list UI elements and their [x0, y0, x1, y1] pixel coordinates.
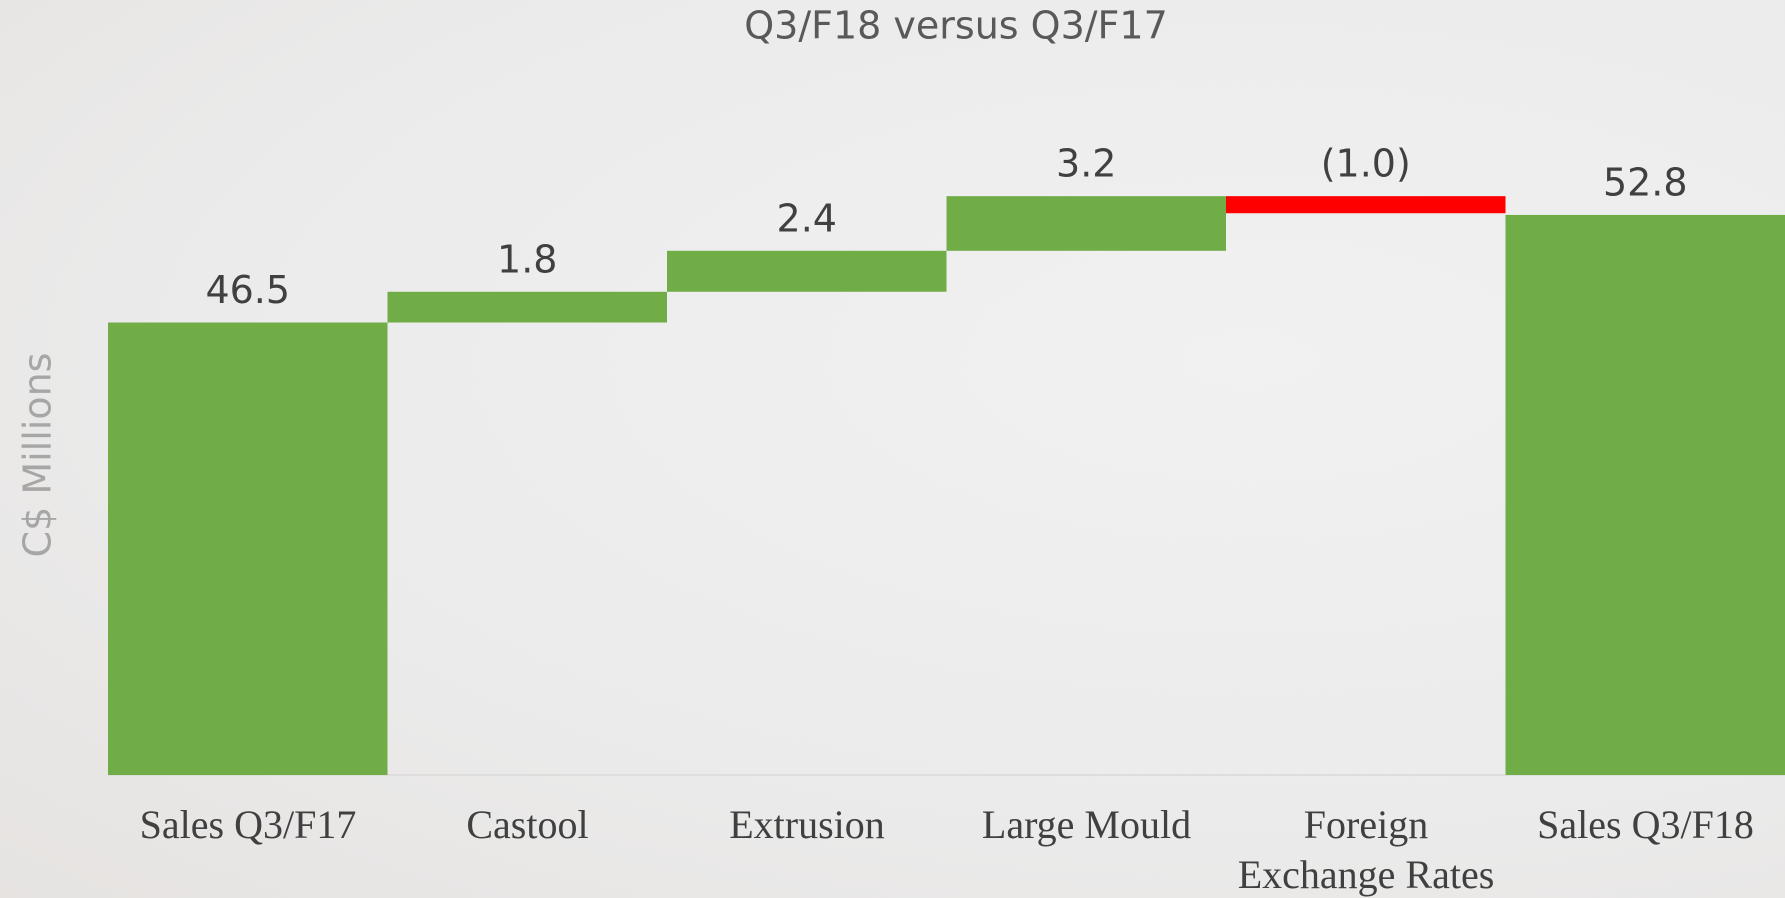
x-tick-label: Castool [466, 802, 589, 847]
x-tick-label: Sales Q3/F18 [1537, 802, 1754, 847]
bar [387, 291, 667, 323]
bar [667, 250, 947, 292]
bar [1226, 196, 1506, 214]
data-label: 52.8 [1603, 160, 1688, 204]
x-tick-label: Extrusion [729, 802, 885, 847]
x-tick-label: Large Mould [981, 802, 1192, 847]
bar [946, 196, 1226, 251]
data-label: 2.4 [777, 196, 837, 240]
data-label: 3.2 [1056, 142, 1116, 186]
x-tick-label: Sales Q3/F17 [139, 802, 357, 847]
x-tick-label: Foreign Exchange Rates [1237, 802, 1495, 897]
data-label: 46.5 [205, 268, 290, 312]
chart-title: Q3/F18 versus Q3/F17 [744, 4, 1168, 48]
y-axis-label: C$ Millions [16, 353, 60, 558]
data-label: (1.0) [1321, 142, 1411, 186]
data-label: 1.8 [497, 237, 557, 281]
bar [1505, 214, 1785, 775]
bar [108, 322, 388, 775]
